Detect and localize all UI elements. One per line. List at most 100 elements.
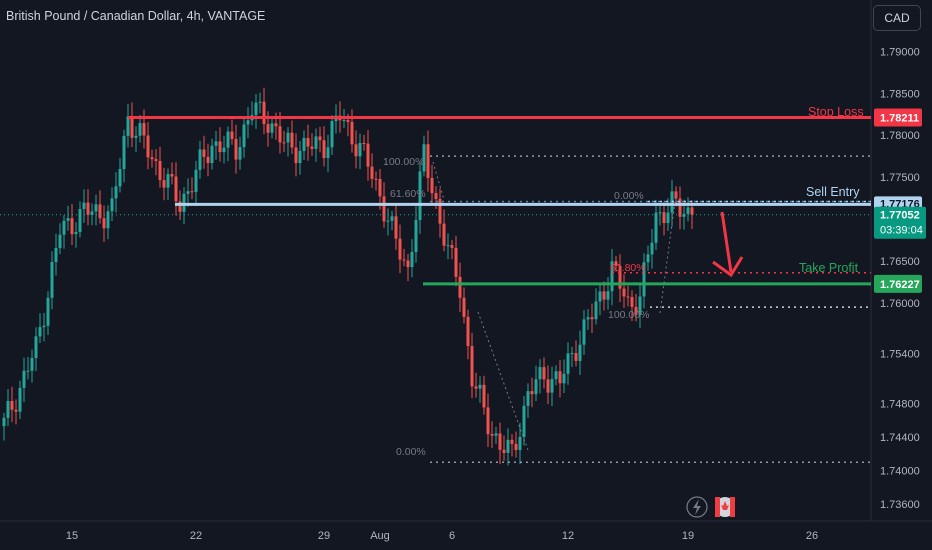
- candle-body: [246, 120, 250, 125]
- candle-body: [238, 147, 242, 160]
- candle-body: [166, 174, 170, 188]
- candle-body: [410, 252, 414, 268]
- candle-body: [638, 296, 642, 315]
- fib-retracement-lower[interactable]: 0.00% 61.80% 100.00%: [396, 193, 871, 464]
- candle-body: [190, 191, 194, 193]
- candle-body: [318, 136, 322, 141]
- candle-body: [406, 260, 410, 268]
- candle-body: [162, 180, 166, 188]
- candle-body: [158, 160, 162, 181]
- candle-body: [110, 198, 114, 212]
- candle-body: [154, 159, 158, 161]
- candle-body: [222, 147, 226, 153]
- candle-body: [22, 370, 26, 388]
- candle-body: [554, 371, 558, 380]
- lightning-icon[interactable]: [686, 496, 708, 518]
- candle-body: [594, 301, 598, 320]
- x-tick-label: Aug: [370, 530, 390, 542]
- candle-body: [50, 262, 54, 298]
- fib-lower-0-label: 0.00%: [396, 446, 426, 458]
- candle-body: [514, 443, 518, 451]
- fib-lower-100-label: 100.00%: [608, 309, 649, 321]
- candle-body: [690, 207, 694, 215]
- candle-body: [242, 124, 246, 148]
- price-axis[interactable]: 1.790001.785001.780001.775001.770001.765…: [880, 46, 920, 511]
- y-tick-label: 1.76500: [880, 256, 920, 268]
- y-tick-label: 1.77500: [880, 172, 920, 184]
- candle-body: [630, 297, 634, 307]
- candle-body: [378, 179, 382, 197]
- candle-body: [350, 121, 354, 145]
- candle-body: [182, 193, 186, 212]
- stop-loss-label: Stop Loss: [808, 105, 864, 119]
- canada-flag-icon[interactable]: [715, 497, 735, 517]
- candle-body: [70, 218, 74, 235]
- x-tick-label: 6: [449, 530, 455, 542]
- candle-body: [134, 135, 138, 138]
- candle-body: [470, 346, 474, 387]
- candle-body: [282, 142, 286, 144]
- candle-body: [150, 157, 154, 160]
- candle-body: [518, 436, 522, 451]
- candle-body: [466, 316, 470, 347]
- candle-body: [194, 169, 198, 192]
- candle-body: [386, 220, 390, 222]
- candle-body: [650, 242, 654, 255]
- y-tick-label: 1.74800: [880, 399, 920, 411]
- candle-body: [218, 141, 222, 153]
- candle-body: [14, 409, 18, 412]
- candle-body: [138, 123, 142, 136]
- candle-body: [450, 245, 454, 248]
- take-profit-label: Take Profit: [799, 261, 859, 275]
- time-axis[interactable]: 15 22 29 Aug 6 12 19 26: [66, 530, 818, 542]
- candle-body: [566, 353, 570, 374]
- candle-body: [254, 102, 258, 116]
- x-tick-label: 19: [682, 530, 694, 542]
- candle-body: [474, 386, 478, 389]
- candle-body: [310, 146, 314, 149]
- svg-text:03:39:04: 03:39:04: [880, 225, 923, 237]
- candle-body: [326, 147, 330, 159]
- fib-upper-0-label: 0.00%: [614, 190, 644, 202]
- candle-body: [42, 325, 46, 328]
- x-tick-label: 22: [190, 530, 202, 542]
- candle-body: [354, 144, 358, 157]
- fib-lower-61-label: 61.80%: [610, 262, 646, 274]
- candle-body: [342, 120, 346, 122]
- svg-text:1.76227: 1.76227: [880, 279, 920, 291]
- candle-body: [374, 178, 378, 180]
- candle-body: [546, 379, 550, 393]
- candle-body: [398, 238, 402, 260]
- candle-body: [174, 176, 178, 202]
- candle-body: [582, 319, 586, 345]
- candle-body: [430, 177, 434, 194]
- candle-body: [534, 379, 538, 395]
- candle-body: [78, 208, 82, 233]
- candle-body: [394, 216, 398, 239]
- candle-body: [106, 211, 110, 229]
- candle-body: [678, 198, 682, 217]
- candle-body: [578, 344, 582, 361]
- candle-body: [58, 234, 62, 248]
- candle-body: [646, 254, 650, 263]
- candle-body: [146, 135, 150, 158]
- candle-body: [482, 384, 486, 408]
- candle-body: [478, 384, 482, 389]
- candle-body: [418, 171, 422, 221]
- candle-body: [666, 212, 670, 224]
- candle-body: [170, 174, 174, 177]
- candle-body: [674, 191, 678, 199]
- take-profit-price-badge: 1.76227: [874, 274, 922, 293]
- currency-button[interactable]: CAD: [873, 5, 921, 31]
- candle-body: [34, 336, 38, 359]
- candle-body: [118, 169, 122, 187]
- candle-body: [258, 101, 262, 103]
- y-tick-label: 1.73600: [880, 499, 920, 511]
- fib-retracement-upper[interactable]: 100.00% 61.60% 0.00%: [383, 155, 871, 203]
- candle-body: [266, 124, 270, 133]
- candle-body: [62, 220, 66, 235]
- candle-body: [618, 265, 622, 289]
- y-tick-label: 1.75400: [880, 348, 920, 360]
- svg-text:1.77052: 1.77052: [880, 210, 920, 222]
